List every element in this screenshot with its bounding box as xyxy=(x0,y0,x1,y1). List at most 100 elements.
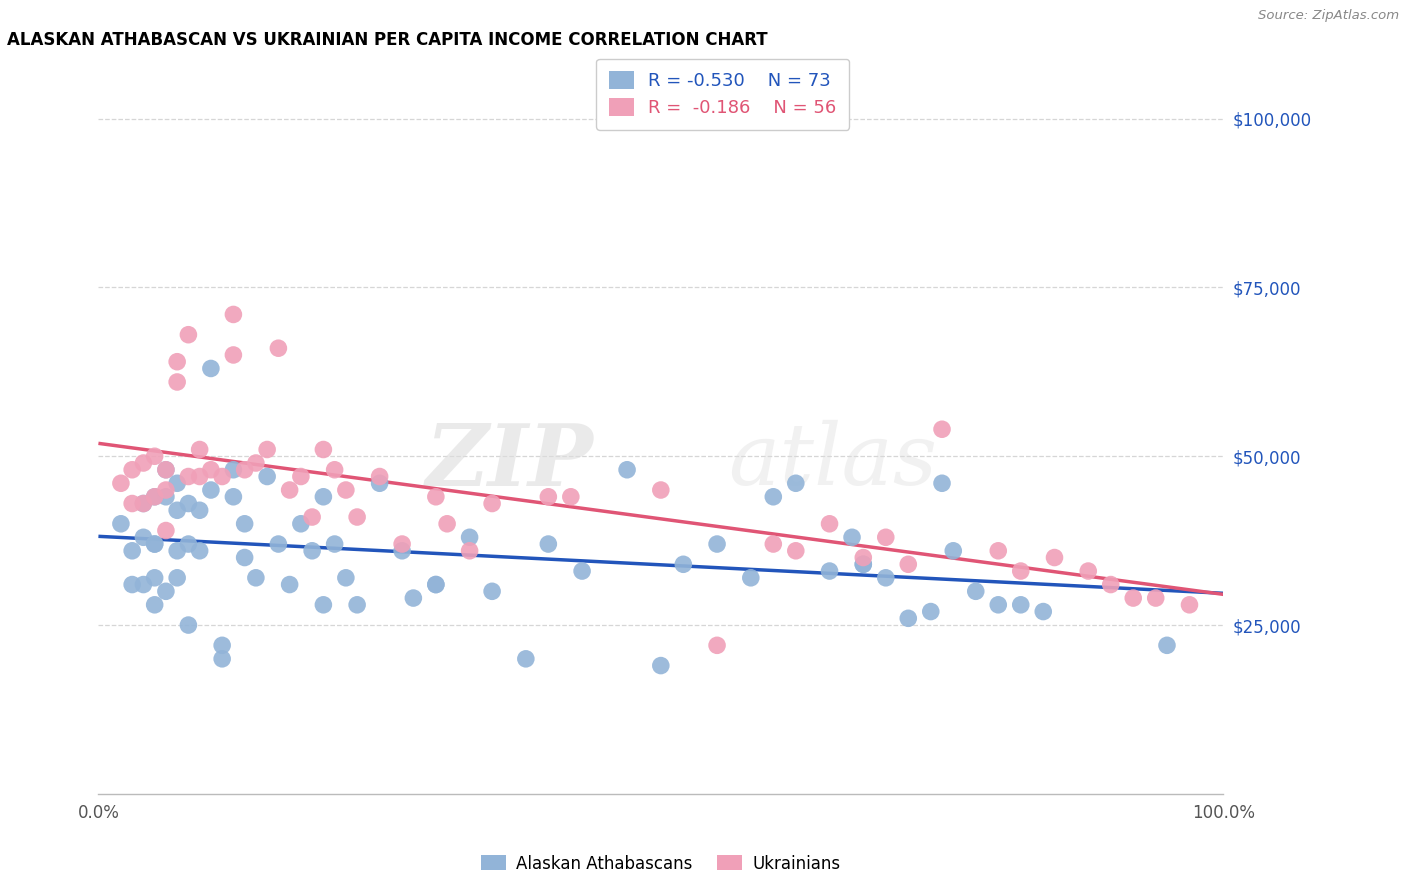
Point xyxy=(245,571,267,585)
Point xyxy=(200,361,222,376)
Point xyxy=(481,584,503,599)
Text: Source: ZipAtlas.com: Source: ZipAtlas.com xyxy=(1258,9,1399,22)
Point xyxy=(897,558,920,572)
Legend: Alaskan Athabascans, Ukrainians: Alaskan Athabascans, Ukrainians xyxy=(474,848,848,880)
Point xyxy=(785,543,807,558)
Point xyxy=(166,355,188,369)
Point xyxy=(706,638,728,652)
Point xyxy=(436,516,458,531)
Point xyxy=(920,605,942,619)
Point xyxy=(132,577,155,591)
Point xyxy=(987,543,1010,558)
Point xyxy=(458,530,481,544)
Point xyxy=(121,543,143,558)
Point xyxy=(312,598,335,612)
Point xyxy=(166,503,188,517)
Point xyxy=(188,503,211,517)
Point xyxy=(785,476,807,491)
Point xyxy=(1099,577,1122,591)
Point xyxy=(143,537,166,551)
Point xyxy=(818,516,841,531)
Point xyxy=(818,564,841,578)
Point xyxy=(987,598,1010,612)
Point xyxy=(425,577,447,591)
Point xyxy=(931,476,953,491)
Point xyxy=(222,308,245,322)
Point xyxy=(301,510,323,524)
Point xyxy=(166,571,188,585)
Point xyxy=(155,524,177,538)
Point xyxy=(155,463,177,477)
Point xyxy=(1043,550,1066,565)
Point xyxy=(188,469,211,483)
Point xyxy=(143,537,166,551)
Point xyxy=(650,483,672,497)
Point xyxy=(616,463,638,477)
Point xyxy=(1178,598,1201,612)
Point xyxy=(852,550,875,565)
Point xyxy=(177,618,200,632)
Point xyxy=(368,469,391,483)
Point xyxy=(256,469,278,483)
Point xyxy=(222,348,245,362)
Point xyxy=(852,558,875,572)
Point xyxy=(121,496,143,510)
Point xyxy=(132,530,155,544)
Point xyxy=(166,476,188,491)
Point xyxy=(312,490,335,504)
Point xyxy=(278,483,301,497)
Point xyxy=(267,341,290,355)
Point xyxy=(155,584,177,599)
Point xyxy=(1156,638,1178,652)
Point xyxy=(132,456,155,470)
Text: atlas: atlas xyxy=(728,420,938,503)
Point xyxy=(177,327,200,342)
Point xyxy=(852,558,875,572)
Point xyxy=(346,598,368,612)
Point xyxy=(1032,605,1054,619)
Point xyxy=(301,543,323,558)
Point xyxy=(245,456,267,470)
Legend: R = -0.530    N = 73, R =  -0.186    N = 56: R = -0.530 N = 73, R = -0.186 N = 56 xyxy=(596,59,849,129)
Point xyxy=(121,577,143,591)
Point xyxy=(1010,564,1032,578)
Point xyxy=(143,571,166,585)
Point xyxy=(965,584,987,599)
Point xyxy=(188,442,211,457)
Point xyxy=(211,652,233,666)
Point xyxy=(312,442,335,457)
Point xyxy=(177,537,200,551)
Point xyxy=(672,558,695,572)
Point xyxy=(143,449,166,463)
Point xyxy=(233,516,256,531)
Point xyxy=(1077,564,1099,578)
Point xyxy=(537,490,560,504)
Point xyxy=(211,469,233,483)
Point xyxy=(425,490,447,504)
Text: ZIP: ZIP xyxy=(426,420,593,503)
Y-axis label: Per Capita Income: Per Capita Income xyxy=(0,362,7,503)
Point xyxy=(222,490,245,504)
Point xyxy=(1122,591,1144,605)
Point xyxy=(222,463,245,477)
Point xyxy=(402,591,425,605)
Point xyxy=(256,442,278,457)
Point xyxy=(515,652,537,666)
Point xyxy=(155,483,177,497)
Point xyxy=(177,469,200,483)
Point xyxy=(391,543,413,558)
Point xyxy=(560,490,582,504)
Point xyxy=(897,611,920,625)
Point xyxy=(132,496,155,510)
Point xyxy=(110,476,132,491)
Point xyxy=(188,543,211,558)
Point xyxy=(875,571,897,585)
Point xyxy=(391,537,413,551)
Point xyxy=(233,550,256,565)
Point xyxy=(335,571,357,585)
Point xyxy=(762,490,785,504)
Point xyxy=(571,564,593,578)
Point xyxy=(233,463,256,477)
Point xyxy=(278,577,301,591)
Point xyxy=(110,516,132,531)
